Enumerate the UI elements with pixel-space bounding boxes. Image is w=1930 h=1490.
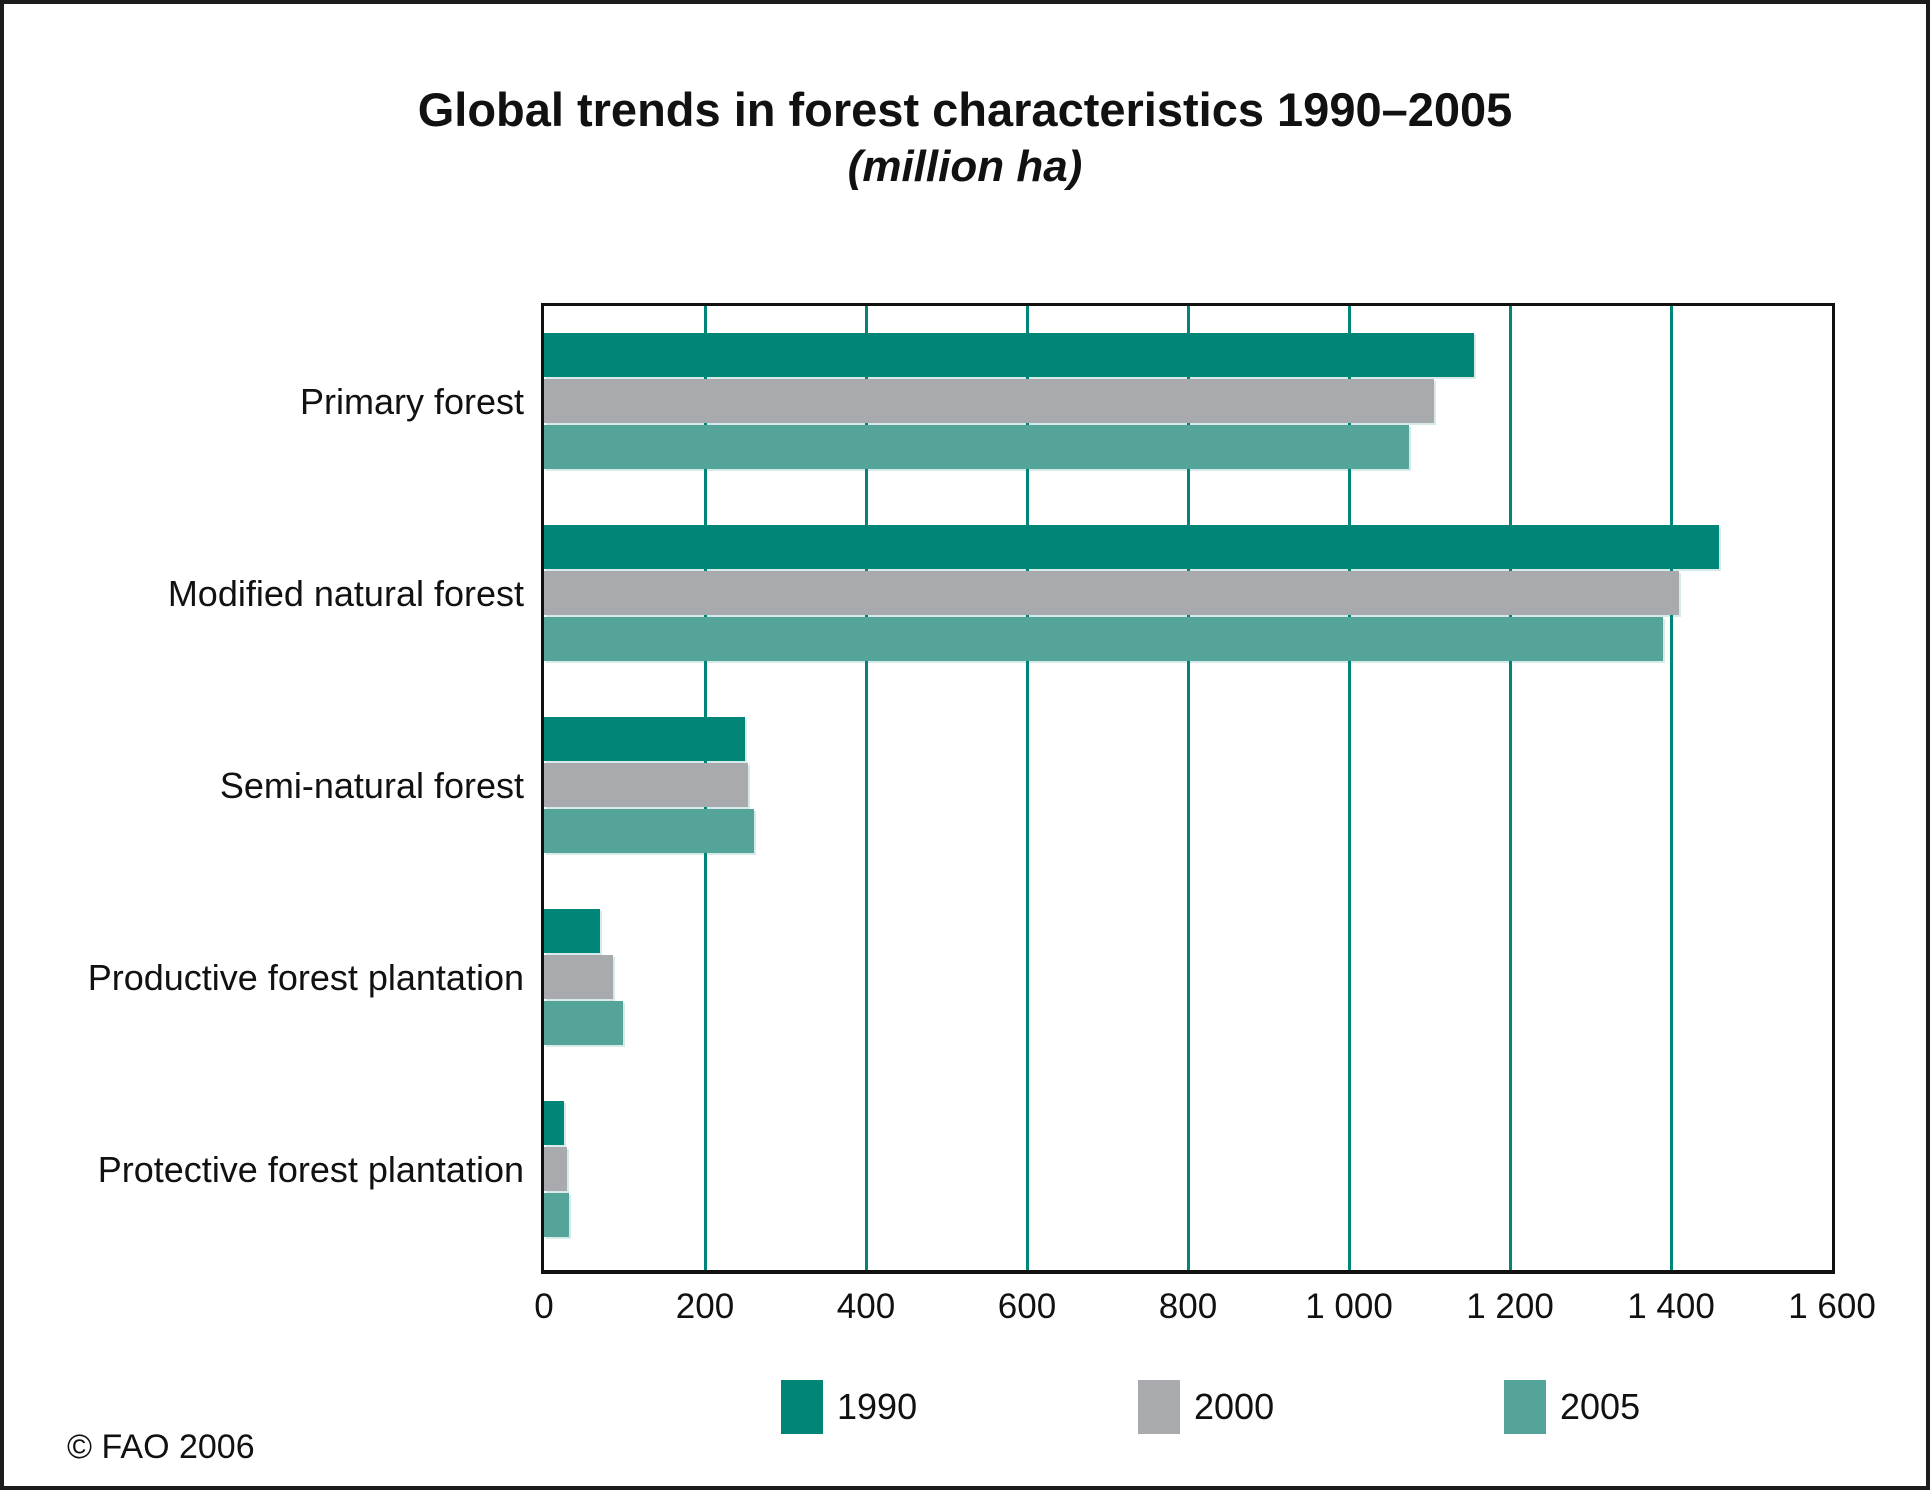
legend-label-2000: 2000 [1194, 1386, 1275, 1427]
bar-group-primary-forest [544, 306, 1832, 498]
bar-group-productive-forest-plantation [544, 882, 1832, 1074]
bar-primary-forest-1990 [544, 333, 1474, 377]
legend-label-1990: 1990 [837, 1386, 918, 1427]
bar-modified-natural-forest-2005 [544, 617, 1663, 661]
x-tick-label-800: 800 [1158, 1287, 1218, 1326]
bar-protective-forest-plantation-2005 [544, 1193, 569, 1237]
gridline-600 [1026, 306, 1029, 1270]
x-tick-label-1000: 1 000 [1305, 1287, 1393, 1326]
legend-item-1990: 1990 [781, 1380, 917, 1434]
legend-item-2000: 2000 [1138, 1380, 1274, 1434]
gridline-800 [1187, 306, 1190, 1270]
x-tick-label-1200: 1 200 [1466, 1287, 1554, 1326]
bar-productive-forest-plantation-2000 [544, 955, 614, 999]
legend: 1990 2000 2005 [4, 1380, 1926, 1434]
bar-group-protective-forest-plantation [544, 1074, 1832, 1266]
category-label-semi-natural-forest: Semi-natural forest [219, 765, 524, 806]
x-axis-labels: 0 200 400 600 800 1 000 1 200 1 400 1 600 [534, 1287, 1876, 1333]
legend-swatch-1990 [781, 1380, 823, 1434]
bar-group-semi-natural-forest [544, 690, 1832, 882]
bar-primary-forest-2005 [544, 425, 1410, 469]
bar-productive-forest-plantation-1990 [544, 909, 601, 953]
x-tick-label-1600: 1 600 [1788, 1287, 1876, 1326]
x-tick-label-200: 200 [675, 1287, 735, 1326]
bar-group-modified-natural-forest [544, 498, 1832, 690]
category-label-primary-forest: Primary forest [299, 381, 524, 422]
plot-area [541, 303, 1835, 1274]
gridline-1400 [1670, 306, 1673, 1270]
bar-semi-natural-forest-2000 [544, 763, 748, 807]
gridline-400 [865, 306, 868, 1270]
category-label-productive-forest-plantation: Productive forest plantation [87, 957, 524, 998]
chart-subtitle: (million ha) [847, 142, 1083, 191]
bar-modified-natural-forest-2000 [544, 571, 1680, 615]
gridline-1200 [1509, 306, 1512, 1270]
bar-semi-natural-forest-1990 [544, 717, 746, 761]
legend-swatch-2005 [1504, 1380, 1546, 1434]
bar-protective-forest-plantation-1990 [544, 1101, 565, 1145]
bar-modified-natural-forest-1990 [544, 525, 1720, 569]
bar-primary-forest-2000 [544, 379, 1434, 423]
x-tick-label-1400: 1 400 [1627, 1287, 1715, 1326]
bar-productive-forest-plantation-2005 [544, 1001, 623, 1045]
x-tick-label-400: 400 [836, 1287, 896, 1326]
bar-protective-forest-plantation-2000 [544, 1147, 568, 1191]
gridline-1000 [1348, 306, 1351, 1270]
legend-swatch-2000 [1138, 1380, 1180, 1434]
chart-title: Global trends in forest characteristics … [417, 83, 1513, 136]
legend-label-2005: 2005 [1560, 1386, 1641, 1427]
copyright-note: © FAO 2006 [67, 1428, 255, 1466]
legend-item-2005: 2005 [1504, 1380, 1640, 1434]
x-tick-label-0: 0 [534, 1287, 554, 1326]
category-label-protective-forest-plantation: Protective forest plantation [97, 1149, 524, 1190]
category-label-modified-natural-forest: Modified natural forest [167, 573, 524, 614]
bar-semi-natural-forest-2005 [544, 809, 755, 853]
category-axis-labels: Primary forest Modified natural forest Sem… [34, 306, 524, 1266]
x-tick-label-600: 600 [997, 1287, 1057, 1326]
